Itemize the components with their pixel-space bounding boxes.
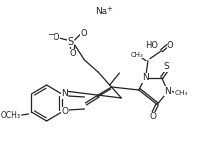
Text: O: O <box>61 108 68 117</box>
Text: N: N <box>61 90 68 99</box>
Text: +: + <box>107 6 113 12</box>
Text: CH₃: CH₃ <box>175 90 188 96</box>
Text: OCH₃: OCH₃ <box>1 111 21 120</box>
Text: O: O <box>53 33 60 42</box>
Text: S: S <box>68 37 74 47</box>
Text: CH₃: CH₃ <box>131 52 144 58</box>
Text: N: N <box>165 87 171 96</box>
Text: O: O <box>80 28 87 38</box>
Text: O: O <box>167 41 174 50</box>
Text: O: O <box>150 112 157 121</box>
Text: HO: HO <box>145 41 158 50</box>
Text: N: N <box>142 73 148 82</box>
Text: S: S <box>164 62 169 71</box>
Text: O: O <box>69 50 76 58</box>
Text: −: − <box>47 30 54 39</box>
Text: Na: Na <box>95 6 107 15</box>
